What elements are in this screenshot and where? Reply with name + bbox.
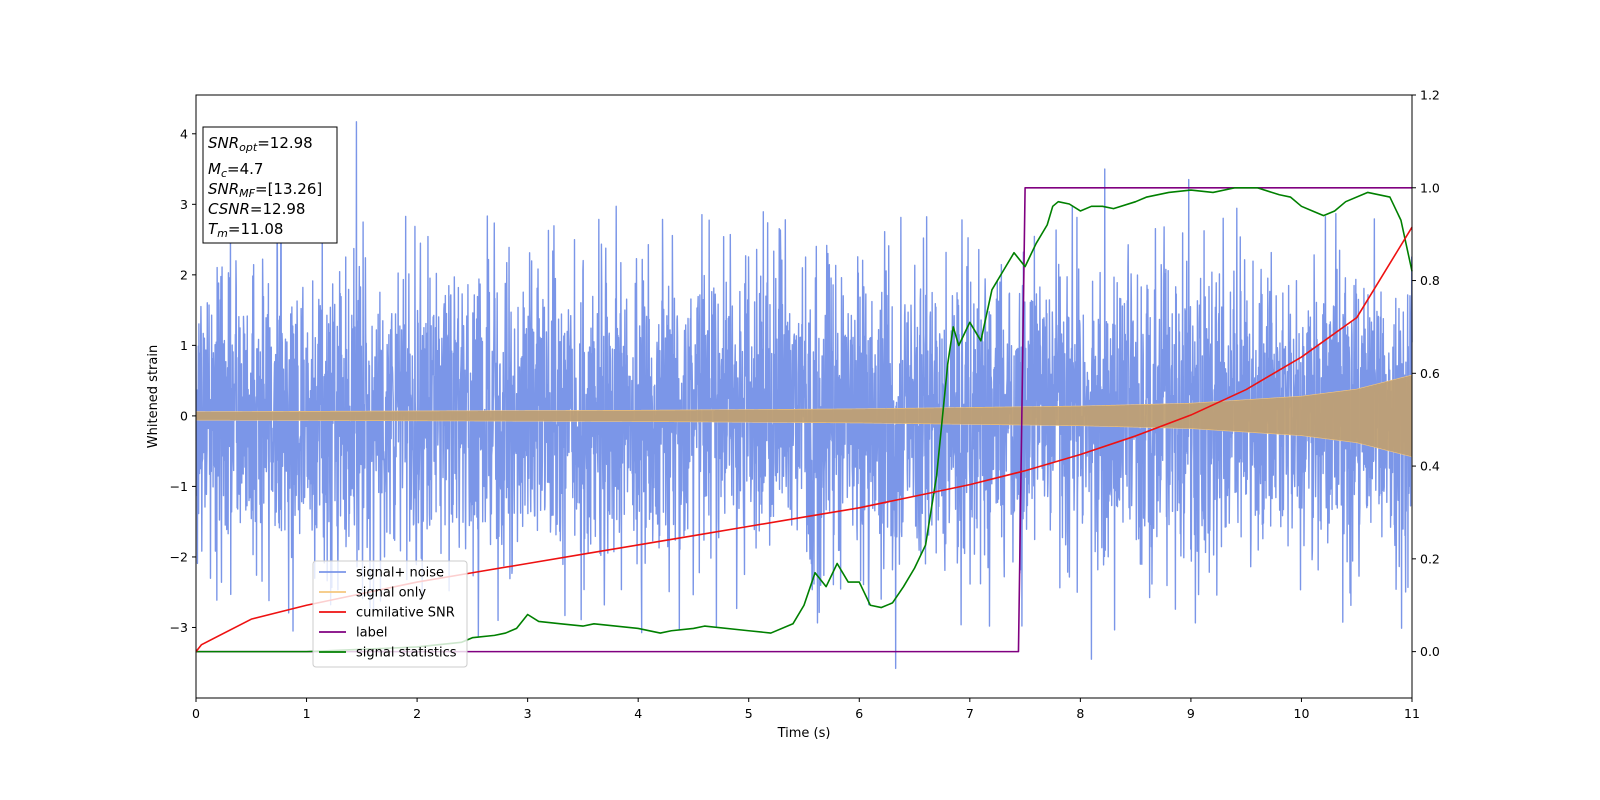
- y-left-tick-label: −2: [170, 549, 188, 564]
- legend-frame: [312, 560, 468, 668]
- series-line-signal-noise: [195, 121, 1413, 670]
- series-line-signal-statistics: [196, 186, 1413, 653]
- plot-frame: [195, 94, 1413, 699]
- info-line: SNRMF=[13.26]: [208, 180, 322, 200]
- x-tick-label: 6: [855, 706, 863, 721]
- y-axis-label-left: Whitened strain: [146, 345, 161, 448]
- y-left-tick-label: 1: [180, 338, 188, 353]
- legend-entry-label: label: [356, 626, 387, 641]
- info-line: Tm=11.08: [208, 220, 283, 240]
- legend: signal+ noise signal only cumilative SNR la…: [312, 560, 468, 668]
- y-left-tick-label: 0: [180, 408, 188, 423]
- y-left-tick-label: 2: [180, 267, 188, 282]
- legend-entry-label: signal+ noise: [356, 566, 444, 581]
- info-box-frame: [202, 126, 338, 244]
- x-tick-label: 9: [1187, 706, 1195, 721]
- y-left-tick-label: −3: [170, 620, 188, 635]
- x-tick-label: 1: [303, 706, 311, 721]
- legend-entry-label: signal only: [356, 586, 426, 601]
- info-box: SNRopt=12.98 Mc=4.7SNRMF=[13.26]CSNR=12.9…: [202, 126, 338, 244]
- x-tick-label: 4: [634, 706, 642, 721]
- axis-ticks: 0 1 2 3 4 5 6 7 8 9 10 11 −3 −2 −1 0 1 2 3 4 0.0 0.2 0.4 0.6 0.8…: [170, 88, 1440, 722]
- info-line: SNRopt=12.98: [208, 134, 313, 154]
- series-line-label: [196, 186, 1412, 653]
- info-line: CSNR=12.98: [208, 200, 305, 218]
- y-left-tick-label: 4: [180, 126, 188, 141]
- y-right-tick-label: 1.2: [1420, 88, 1440, 103]
- x-tick-label: 5: [745, 706, 753, 721]
- y-right-tick-label: 0.0: [1420, 644, 1440, 659]
- y-right-tick-label: 0.6: [1420, 366, 1440, 381]
- y-right-tick-label: 0.8: [1420, 273, 1440, 288]
- x-tick-label: 8: [1076, 706, 1084, 721]
- y-right-tick-label: 0.2: [1420, 551, 1440, 566]
- x-tick-label: 3: [524, 706, 532, 721]
- y-right-tick-label: 0.4: [1420, 459, 1440, 474]
- series-signal-noise: [195, 121, 1413, 670]
- y-left-tick-label: 3: [180, 197, 188, 212]
- y-left-tick-label: −1: [170, 479, 188, 494]
- info-line: Mc=4.7: [208, 160, 263, 180]
- legend-entry-label: cumilative SNR: [356, 606, 455, 621]
- x-tick-label: 0: [192, 706, 200, 721]
- x-axis-label: Time (s): [777, 726, 831, 741]
- x-tick-label: 10: [1294, 706, 1310, 721]
- x-tick-label: 2: [413, 706, 421, 721]
- y-right-tick-label: 1.0: [1420, 180, 1440, 195]
- x-tick-label: 11: [1404, 706, 1420, 721]
- x-tick-label: 7: [966, 706, 974, 721]
- legend-entry-label: signal statistics: [356, 646, 457, 661]
